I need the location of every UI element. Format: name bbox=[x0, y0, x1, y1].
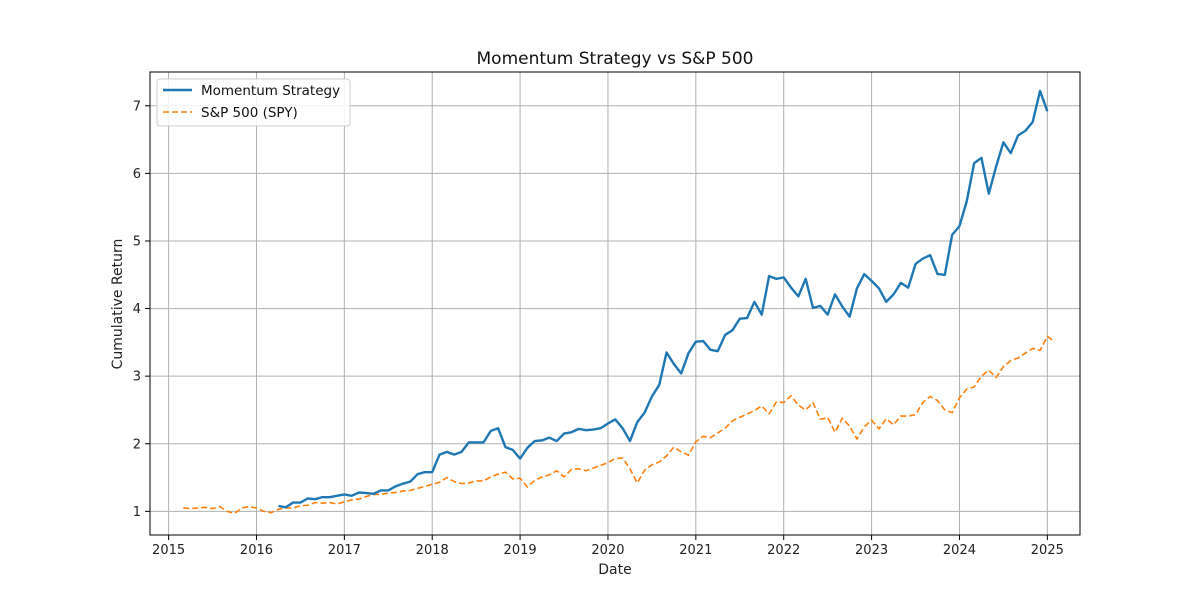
y-axis: 1 2 3 4 5 6 7 bbox=[133, 99, 150, 520]
y-tick-label: 4 bbox=[133, 302, 141, 317]
x-tick-label: 2025 bbox=[1031, 543, 1064, 558]
x-axis: 2015 2016 2017 2018 2019 2020 2021 2022 2023 2024… bbox=[152, 535, 1064, 558]
chart-title: Momentum Strategy vs S&P 500 bbox=[477, 49, 754, 69]
x-tick-label: 2024 bbox=[943, 543, 976, 558]
x-tick-label: 2021 bbox=[679, 543, 712, 558]
x-tick-label: 2020 bbox=[591, 543, 624, 558]
y-tick-label: 5 bbox=[133, 234, 141, 249]
x-tick-label: 2016 bbox=[240, 543, 273, 558]
grid bbox=[150, 72, 1080, 535]
x-tick-label: 2019 bbox=[504, 543, 537, 558]
y-tick-label: 6 bbox=[133, 167, 141, 182]
y-tick-label: 2 bbox=[133, 437, 141, 452]
series-line-spy bbox=[183, 335, 1056, 515]
y-axis-label: Cumulative Return bbox=[110, 239, 126, 370]
x-tick-label: 2022 bbox=[767, 543, 800, 558]
y-tick-label: 3 bbox=[133, 370, 141, 385]
legend-label-momentum: Momentum Strategy bbox=[201, 83, 340, 99]
series-layer bbox=[183, 89, 1056, 515]
x-tick-label: 2017 bbox=[328, 543, 361, 558]
legend-label-spy: S&P 500 (SPY) bbox=[201, 105, 298, 121]
y-tick-label: 7 bbox=[133, 99, 141, 114]
legend-box bbox=[156, 78, 351, 127]
y-tick-label: 1 bbox=[133, 505, 141, 520]
x-tick-label: 2018 bbox=[416, 543, 449, 558]
x-tick-label: 2023 bbox=[855, 543, 888, 558]
plot-frame bbox=[149, 71, 1081, 536]
x-axis-label: Date bbox=[598, 562, 631, 578]
x-tick-label: 2015 bbox=[152, 543, 185, 558]
legend: Momentum Strategy S&P 500 (SPY) bbox=[156, 78, 351, 127]
series-line-momentum bbox=[278, 89, 1049, 509]
